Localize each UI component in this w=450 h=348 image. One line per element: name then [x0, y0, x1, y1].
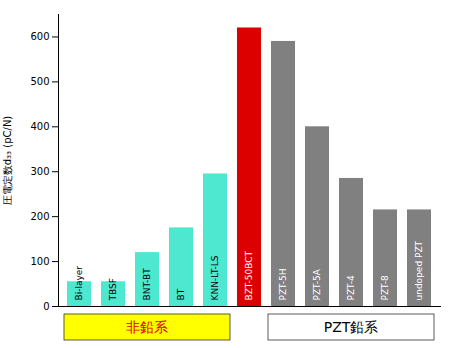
svg-text:PZT-8: PZT-8	[380, 275, 390, 301]
svg-text:非鉛系: 非鉛系	[126, 319, 168, 335]
svg-text:500: 500	[30, 76, 49, 87]
svg-text:KNN-LT-LS: KNN-LT-LS	[210, 255, 220, 300]
svg-text:Bi-layer: Bi-layer	[74, 266, 84, 301]
svg-text:100: 100	[30, 256, 49, 267]
svg-text:200: 200	[30, 211, 49, 222]
svg-text:600: 600	[30, 31, 49, 42]
svg-text:300: 300	[30, 166, 49, 177]
svg-text:0: 0	[43, 301, 49, 312]
svg-text:PZT鉛系: PZT鉛系	[324, 319, 379, 335]
svg-text:PZT-4: PZT-4	[346, 275, 356, 301]
svg-text:圧電定数d₃₃ (pC/N): 圧電定数d₃₃ (pC/N)	[2, 116, 13, 206]
svg-text:400: 400	[30, 121, 49, 132]
svg-text:TBSF: TBSF	[108, 278, 118, 301]
svg-text:BNT-BT: BNT-BT	[142, 268, 152, 301]
svg-text:PZT-5A: PZT-5A	[312, 268, 322, 300]
svg-text:BT: BT	[176, 288, 186, 300]
svg-text:BZT-50BCT: BZT-50BCT	[244, 250, 254, 300]
svg-text:undoped PZT: undoped PZT	[414, 240, 424, 300]
svg-text:PZT-5H: PZT-5H	[278, 268, 288, 300]
